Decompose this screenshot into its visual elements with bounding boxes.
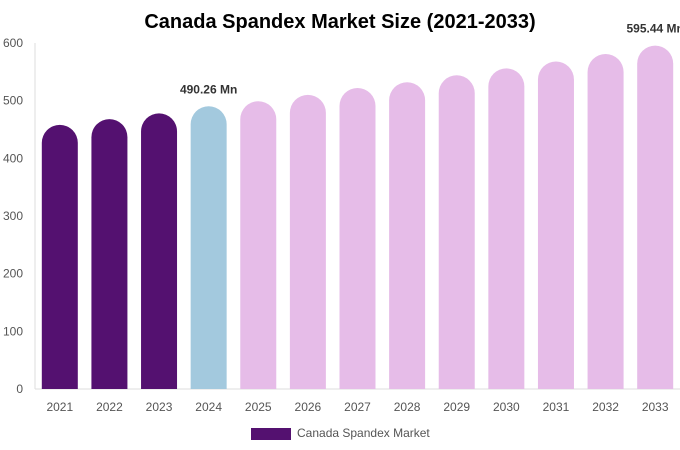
x-tick-label: 2021 <box>46 400 73 414</box>
x-tick-label: 2033 <box>642 400 669 414</box>
x-tick-label: 2027 <box>344 400 371 414</box>
bar-2029 <box>438 75 475 389</box>
x-tick-label: 2031 <box>543 400 570 414</box>
bar-2025 <box>240 101 277 389</box>
bar-2026 <box>289 94 326 389</box>
bar-2024 <box>190 106 227 390</box>
bar-2022 <box>91 119 128 389</box>
bar-2030 <box>488 68 525 389</box>
legend-swatch <box>251 428 291 440</box>
bar-2032 <box>587 53 624 389</box>
x-tick-label: 2029 <box>443 400 470 414</box>
bar-2033 <box>637 45 674 389</box>
bar-2028 <box>389 82 426 390</box>
bar-2023 <box>141 113 178 389</box>
chart-title: Canada Spandex Market Size (2021-2033) <box>144 11 535 33</box>
y-tick-label: 300 <box>3 209 23 223</box>
x-tick-label: 2022 <box>96 400 123 414</box>
x-tick-label: 2026 <box>295 400 322 414</box>
x-tick-label: 2030 <box>493 400 520 414</box>
bar-2027 <box>339 87 376 389</box>
y-tick-label: 400 <box>3 151 23 165</box>
x-tick-label: 2024 <box>195 400 222 414</box>
x-tick-label: 2023 <box>146 400 173 414</box>
x-tick-label: 2032 <box>592 400 619 414</box>
y-tick-label: 500 <box>3 94 23 108</box>
y-tick-label: 600 <box>3 36 23 50</box>
bar-2021 <box>41 124 78 390</box>
x-tick-label: 2028 <box>394 400 421 414</box>
x-tick-label: 2025 <box>245 400 272 414</box>
legend-label: Canada Spandex Market <box>297 426 430 440</box>
y-tick-label: 200 <box>3 267 23 281</box>
y-tick-label: 0 <box>16 382 23 396</box>
data-label: 595.44 Mn <box>627 22 680 36</box>
data-label: 490.26 Mn <box>180 82 237 96</box>
legend: Canada Spandex Market <box>251 426 430 440</box>
y-tick-label: 100 <box>3 324 23 338</box>
bar-2031 <box>537 61 574 389</box>
